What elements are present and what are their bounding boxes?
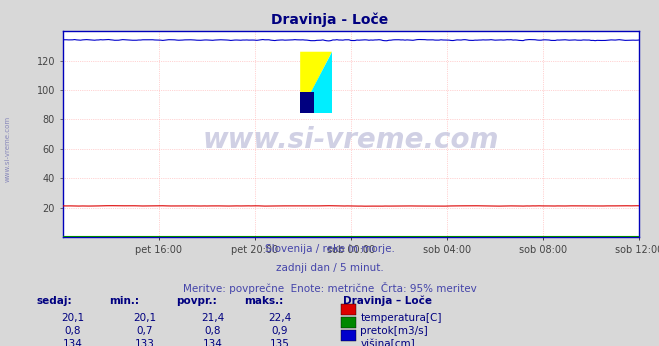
- Text: maks.:: maks.:: [244, 296, 283, 306]
- Text: 134: 134: [63, 339, 82, 346]
- Text: zadnji dan / 5 minut.: zadnji dan / 5 minut.: [275, 263, 384, 273]
- Text: Meritve: povprečne  Enote: metrične  Črta: 95% meritev: Meritve: povprečne Enote: metrične Črta:…: [183, 282, 476, 294]
- Text: Dravinja – Loče: Dravinja – Loče: [343, 296, 432, 306]
- Text: pretok[m3/s]: pretok[m3/s]: [360, 326, 428, 336]
- Text: povpr.:: povpr.:: [177, 296, 217, 306]
- Text: 134: 134: [203, 339, 223, 346]
- Text: višina[cm]: višina[cm]: [360, 339, 415, 346]
- Text: 20,1: 20,1: [61, 313, 84, 323]
- Text: 0,9: 0,9: [272, 326, 289, 336]
- Text: 20,1: 20,1: [133, 313, 157, 323]
- Text: www.si-vreme.com: www.si-vreme.com: [5, 116, 11, 182]
- Text: www.si-vreme.com: www.si-vreme.com: [203, 126, 499, 154]
- Text: 22,4: 22,4: [268, 313, 292, 323]
- Text: sedaj:: sedaj:: [36, 296, 72, 306]
- Text: 0,8: 0,8: [64, 326, 81, 336]
- Text: temperatura[C]: temperatura[C]: [360, 313, 442, 323]
- Text: 133: 133: [135, 339, 155, 346]
- Text: 0,8: 0,8: [204, 326, 221, 336]
- Text: min.:: min.:: [109, 296, 139, 306]
- Text: 0,7: 0,7: [136, 326, 154, 336]
- Text: 135: 135: [270, 339, 290, 346]
- Text: Dravinja - Loče: Dravinja - Loče: [271, 12, 388, 27]
- Text: 21,4: 21,4: [201, 313, 225, 323]
- Text: Slovenija / reke in morje.: Slovenija / reke in morje.: [264, 244, 395, 254]
